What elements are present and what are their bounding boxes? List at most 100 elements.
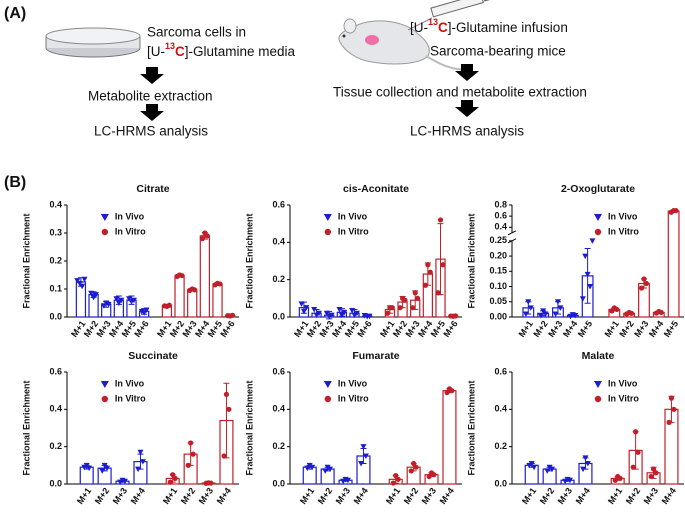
data-point bbox=[104, 465, 111, 472]
data-point bbox=[544, 468, 551, 474]
label: Sarcoma cells in bbox=[147, 25, 246, 40]
data-point bbox=[327, 466, 334, 473]
legend-label: In Vitro bbox=[608, 226, 639, 236]
x-tick-label: M+1 bbox=[161, 486, 179, 506]
data-point bbox=[366, 313, 373, 320]
data-point bbox=[121, 478, 128, 485]
label: Sarcoma-bearing mice bbox=[430, 44, 566, 59]
data-point bbox=[440, 262, 446, 268]
data-point bbox=[630, 464, 636, 470]
data-point bbox=[415, 295, 421, 301]
data-point bbox=[101, 462, 108, 469]
y-tick-label: 0.2 bbox=[494, 441, 507, 451]
data-point bbox=[580, 466, 587, 473]
x-tick-label: M+1 bbox=[606, 486, 624, 506]
data-point bbox=[427, 269, 433, 275]
data-point bbox=[531, 464, 538, 471]
x-tick-label: M+3 bbox=[546, 319, 564, 339]
y-axis-label: Fractional Enrichment bbox=[244, 380, 254, 475]
data-point bbox=[666, 419, 672, 425]
data-point bbox=[410, 305, 416, 311]
chart-title: 2-Oxoglutarate bbox=[561, 183, 635, 195]
data-point bbox=[643, 280, 649, 287]
data-point bbox=[141, 310, 148, 316]
x-tick-label: M+1 bbox=[517, 319, 535, 339]
tracer-label: [U-13C]-Glutamine media bbox=[147, 41, 296, 58]
data-point bbox=[328, 312, 335, 319]
step: Metabolite extraction bbox=[88, 89, 213, 104]
legend-label: In Vitro bbox=[608, 393, 639, 403]
data-point bbox=[315, 310, 322, 317]
petri-dish bbox=[45, 27, 141, 58]
data-point bbox=[135, 466, 142, 473]
data-point bbox=[612, 477, 618, 483]
y-tick-label: 0.6 bbox=[272, 199, 285, 209]
data-point bbox=[298, 301, 305, 307]
legend-label: In Vivo bbox=[608, 211, 638, 221]
data-point bbox=[671, 406, 677, 412]
panel-label: (B) bbox=[4, 174, 26, 191]
data-point bbox=[384, 310, 391, 316]
x-tick-label: M+4 bbox=[129, 486, 147, 506]
data-point bbox=[130, 297, 137, 304]
data-point bbox=[103, 300, 110, 306]
chart-title: Succinate bbox=[128, 350, 178, 362]
bar bbox=[212, 283, 223, 318]
data-point bbox=[437, 217, 444, 223]
data-point bbox=[192, 287, 198, 293]
data-point bbox=[358, 460, 365, 467]
data-point bbox=[584, 460, 591, 467]
x-tick-label: M+3 bbox=[556, 486, 574, 506]
x-tick-label: M+6 bbox=[355, 319, 373, 339]
data-point bbox=[143, 307, 150, 313]
x-tick-label: M+1 bbox=[75, 486, 93, 506]
y-tick-label: 0.3 bbox=[49, 227, 62, 237]
data-point bbox=[190, 451, 196, 457]
data-point bbox=[138, 308, 145, 315]
x-tick-label: M+4 bbox=[438, 486, 456, 506]
data-point bbox=[221, 453, 227, 459]
x-tick-label: M+1 bbox=[520, 486, 538, 506]
x-tick-label: M+4 bbox=[660, 486, 678, 506]
y-tick-label: 0.2 bbox=[49, 441, 62, 451]
data-point bbox=[139, 459, 146, 465]
x-tick-label: M+2 bbox=[624, 486, 642, 506]
data-point bbox=[402, 297, 408, 303]
data-point bbox=[353, 310, 360, 317]
y-axis-label: Fractional Enrichment bbox=[21, 213, 31, 308]
y-tick-label: 0.4 bbox=[494, 222, 507, 232]
y-tick-label: 0.4 bbox=[272, 237, 285, 247]
data-point bbox=[100, 303, 107, 309]
x-tick-label: M+2 bbox=[617, 319, 635, 339]
data-point bbox=[115, 300, 122, 306]
x-tick-label: M+3 bbox=[197, 486, 215, 506]
y-tick-label: 0.4 bbox=[49, 199, 62, 209]
data-point bbox=[628, 310, 635, 316]
arrow bbox=[455, 64, 479, 81]
x-tick-label: M+5 bbox=[576, 319, 594, 339]
y-tick-label: 0.0 bbox=[494, 478, 507, 488]
data-point bbox=[99, 468, 106, 474]
legend-marker bbox=[324, 228, 332, 236]
data-point bbox=[300, 308, 307, 315]
data-point bbox=[668, 395, 675, 401]
data-point bbox=[587, 284, 594, 290]
step: Tissue collection and metabolite extract… bbox=[333, 85, 587, 100]
data-point bbox=[336, 307, 343, 313]
legend-label: In Vivo bbox=[608, 378, 638, 388]
y-tick-label: 0.6 bbox=[494, 211, 507, 221]
x-tick-label: M+2 bbox=[531, 319, 549, 339]
data-point bbox=[393, 473, 399, 479]
data-point bbox=[92, 292, 99, 298]
data-point bbox=[360, 444, 367, 450]
data-point bbox=[638, 285, 645, 291]
x-tick-label: M+1 bbox=[298, 486, 316, 506]
chart-title: Malate bbox=[582, 350, 615, 362]
y-tick-label: 0.4 bbox=[49, 404, 62, 414]
bar bbox=[187, 289, 198, 318]
y-tick-label: 0.00 bbox=[489, 311, 507, 321]
data-point bbox=[422, 282, 429, 288]
data-point bbox=[311, 307, 318, 313]
text: C bbox=[438, 20, 448, 35]
data-point bbox=[552, 311, 559, 317]
